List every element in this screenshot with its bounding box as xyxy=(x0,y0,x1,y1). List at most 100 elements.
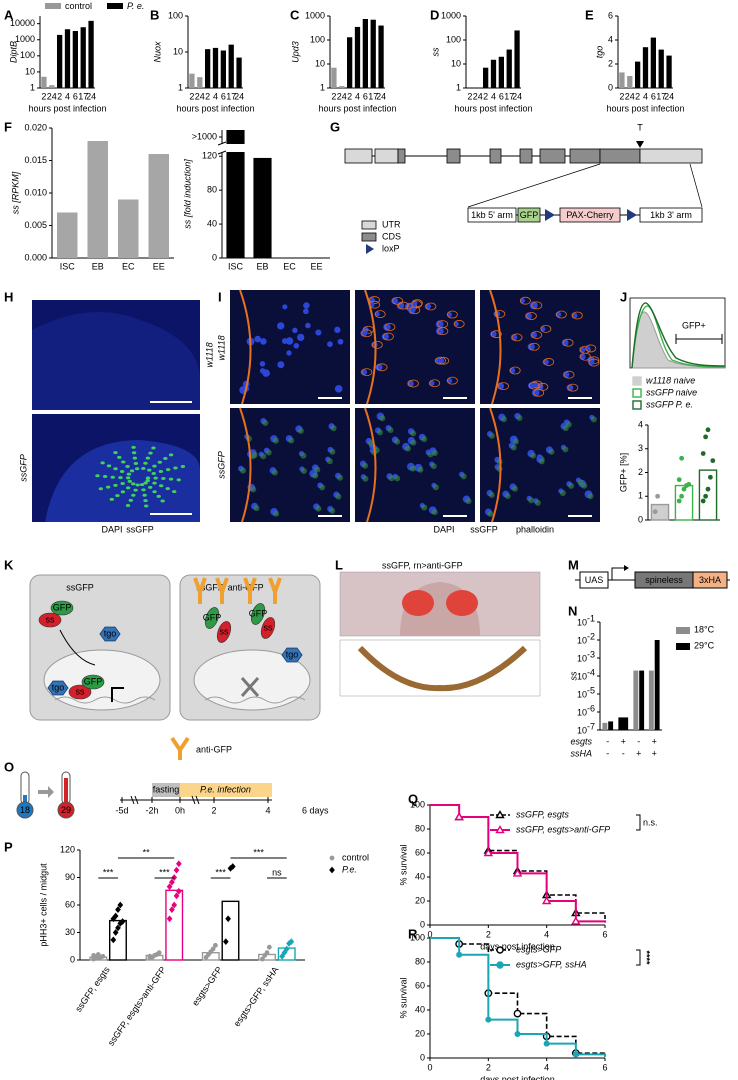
gfp-signal xyxy=(432,484,439,491)
nucleus xyxy=(529,301,538,310)
data-point xyxy=(222,938,229,946)
nucleus xyxy=(176,478,181,482)
row-label: ssGFP xyxy=(216,451,226,479)
condition-value: + xyxy=(636,748,641,758)
axis-break xyxy=(217,150,227,155)
x-tick-label: 2 xyxy=(347,91,352,101)
x-tick-label: 2 xyxy=(41,91,46,101)
thermometer-fill xyxy=(23,795,27,804)
exon xyxy=(539,148,566,164)
bar xyxy=(64,29,71,88)
panel-letter: R xyxy=(408,926,418,941)
axis-break xyxy=(217,141,227,146)
y-tick-label: 10 xyxy=(577,725,587,735)
y-axis-label: GFP+ [%] xyxy=(618,453,628,492)
nucleus xyxy=(115,494,120,498)
legend-marker xyxy=(495,825,505,834)
legend-label: P.e. xyxy=(342,864,357,874)
y-tick-label: 100 xyxy=(310,34,325,44)
nucleus xyxy=(125,503,131,507)
exon xyxy=(639,148,703,164)
x-tick-label: 4 xyxy=(355,91,360,101)
bar xyxy=(41,76,47,88)
nucleus xyxy=(134,467,140,471)
gfp-signal xyxy=(511,485,518,492)
y-tick-label: 90 xyxy=(65,872,75,882)
mutation-site: T xyxy=(637,122,643,132)
x-tick-label: 17 xyxy=(504,91,514,101)
x-tick-label: 6 xyxy=(499,91,504,101)
gfp-signal xyxy=(590,416,597,423)
row-label: w1118 xyxy=(204,342,214,367)
y-tick-label: 1 xyxy=(456,82,461,92)
bar xyxy=(618,717,629,730)
legend-bracket xyxy=(636,949,641,966)
x-tick-label: 6 xyxy=(602,1062,607,1072)
gfp-signal xyxy=(329,448,336,455)
nucleus xyxy=(531,388,540,397)
tgo-label: tgo xyxy=(104,628,117,638)
y-tick-label: 0 xyxy=(420,1052,425,1062)
gfp-label: GFP xyxy=(53,602,72,612)
y-tick-label: 10 xyxy=(451,58,461,68)
y-tick-label: 4 xyxy=(608,34,613,44)
ss-label: ss xyxy=(76,686,86,696)
nucleus xyxy=(129,469,135,473)
x-tick-label: 24 xyxy=(234,91,244,101)
data-point xyxy=(288,938,295,946)
data-point xyxy=(119,918,126,925)
x-tick-label: 6 xyxy=(221,91,226,101)
panel-letter: L xyxy=(335,557,343,572)
cell-outline xyxy=(376,363,388,372)
x-tick-label: 2 xyxy=(331,91,336,101)
cell-outline xyxy=(531,301,543,310)
data-point xyxy=(679,455,685,461)
cell-outline xyxy=(411,300,423,309)
gfp-signal xyxy=(488,432,495,439)
cell-outline xyxy=(579,352,591,361)
nucleus xyxy=(262,369,270,377)
significance: *** xyxy=(215,867,226,877)
gfp-signal xyxy=(271,469,278,476)
condition-value: - xyxy=(606,748,609,758)
gfp-signal xyxy=(388,475,395,482)
data-point xyxy=(700,498,706,504)
y-tick-label: 10 xyxy=(577,671,587,681)
bar xyxy=(378,25,384,88)
nucleus xyxy=(408,306,416,314)
gfp-label: GFP xyxy=(84,676,103,686)
y-tick-label: 20 xyxy=(415,1028,425,1038)
y-tick-label: 1000 xyxy=(305,10,325,20)
gfp-signal xyxy=(300,452,307,459)
bar xyxy=(87,141,108,258)
exon xyxy=(374,148,399,164)
nucleus xyxy=(165,468,171,472)
stain-label: DAPI xyxy=(433,524,454,534)
data-point xyxy=(456,951,463,958)
zoom-line xyxy=(467,163,601,208)
nucleus xyxy=(585,345,591,351)
bar xyxy=(197,77,203,88)
cell-title: ssGFP xyxy=(66,582,94,592)
gfp-signal xyxy=(565,421,572,428)
y-tick-label: 80 xyxy=(207,185,217,195)
gfp-signal xyxy=(315,505,322,512)
data-point xyxy=(210,946,216,952)
data-point xyxy=(225,915,232,923)
y-tick-label: 4 xyxy=(638,419,643,429)
construct-label: spineless xyxy=(645,575,683,585)
y-tick-label: 20 xyxy=(415,895,425,905)
gfp-signal xyxy=(272,437,279,444)
cell-outline xyxy=(425,302,437,311)
gfp-signal xyxy=(548,448,555,455)
nucleus xyxy=(145,479,150,483)
data-point xyxy=(707,474,713,480)
data-point xyxy=(513,1009,522,1018)
panel-letter: K xyxy=(4,557,14,572)
bar xyxy=(49,85,55,88)
data-point xyxy=(512,868,523,877)
nucleus xyxy=(95,474,100,478)
data-point xyxy=(541,896,552,905)
cell-outline xyxy=(528,381,540,390)
